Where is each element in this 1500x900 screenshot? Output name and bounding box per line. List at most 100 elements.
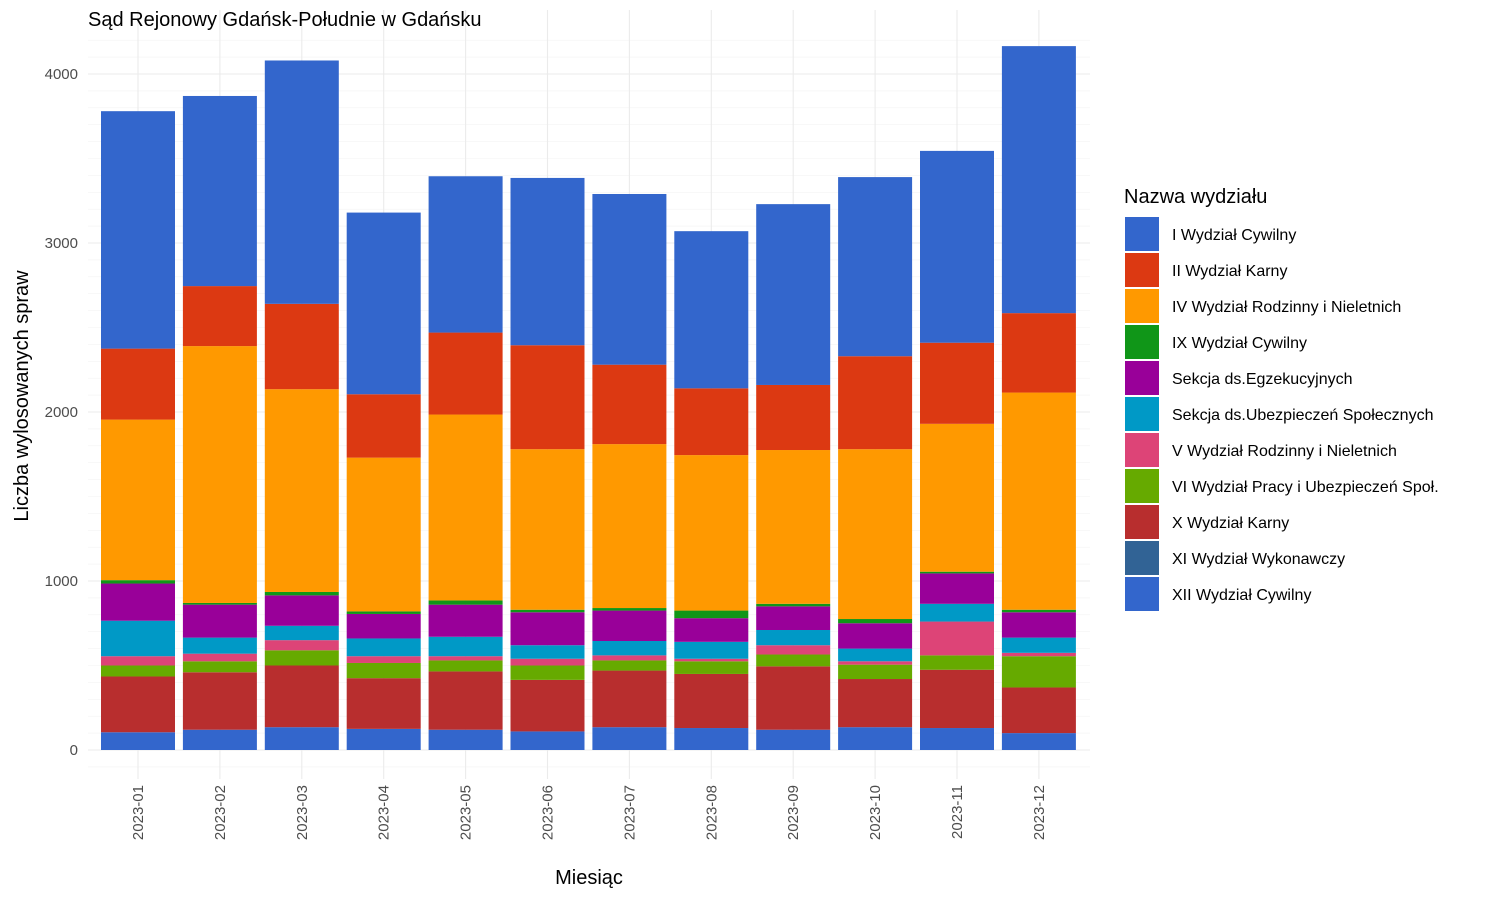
y-tick-label: 2000 — [45, 404, 78, 421]
bar-segment-ii-wydzial-karny-2023-06 — [511, 345, 585, 449]
bars-layer — [101, 46, 1076, 750]
bar-segment-v-wydzial-rodzinny-i-nieletnich-2023-12 — [1002, 653, 1076, 656]
x-tick-label: 2023-06 — [540, 785, 557, 840]
bar-segment-vi-wydzial-pracy-i-ubezpieczen-spol-2023-07 — [592, 660, 666, 670]
legend-label-sekcja-ds-ubezpieczen-spolecznych: Sekcja ds.Ubezpieczeń Społecznych — [1172, 407, 1433, 424]
bar-segment-sekcja-ds-ubezpieczen-spolecznych-2023-10 — [838, 649, 912, 662]
bar-segment-v-wydzial-rodzinny-i-nieletnich-2023-07 — [592, 655, 666, 660]
bar-segment-iv-wydzial-rodzinny-i-nieletnich-2023-09 — [756, 450, 830, 604]
bar-segment-xii-wydzial-cywilny-2023-01 — [101, 732, 175, 750]
legend-key-xii-wydzial-cywilny — [1125, 577, 1159, 611]
x-tick-label: 2023-05 — [458, 785, 475, 840]
x-tick-label: 2023-09 — [785, 785, 802, 840]
bar-segment-sekcja-ds-egzekucyjnych-2023-04 — [347, 614, 421, 639]
legend-key-xi-wydzial-wykonawczy — [1125, 541, 1159, 575]
bar-segment-sekcja-ds-ubezpieczen-spolecznych-2023-12 — [1002, 638, 1076, 653]
bar-segment-sekcja-ds-ubezpieczen-spolecznych-2023-11 — [920, 604, 994, 622]
bar-segment-sekcja-ds-ubezpieczen-spolecznych-2023-01 — [101, 621, 175, 656]
bar-segment-i-wydzial-cywilny-2023-12 — [1002, 46, 1076, 313]
bar-segment-iv-wydzial-rodzinny-i-nieletnich-2023-08 — [674, 455, 748, 610]
bar-segment-ii-wydzial-karny-2023-01 — [101, 349, 175, 420]
bar-segment-xii-wydzial-cywilny-2023-06 — [511, 731, 585, 750]
x-tick-label: 2023-08 — [703, 785, 720, 840]
bar-segment-ix-wydzial-cywilny-2023-07 — [592, 608, 666, 611]
bar-segment-vi-wydzial-pracy-i-ubezpieczen-spol-2023-02 — [183, 661, 257, 672]
legend: Nazwa wydziału I Wydział Cywilny II Wydzi… — [1124, 186, 1439, 611]
bar-segment-x-wydzial-karny-2023-01 — [101, 676, 175, 732]
bar-segment-i-wydzial-cywilny-2023-04 — [347, 213, 421, 395]
bar-segment-ix-wydzial-cywilny-2023-11 — [920, 572, 994, 574]
bar-segment-sekcja-ds-egzekucyjnych-2023-02 — [183, 605, 257, 638]
bar-segment-ii-wydzial-karny-2023-10 — [838, 356, 912, 449]
legend-title: Nazwa wydziału — [1124, 186, 1267, 208]
bar-segment-v-wydzial-rodzinny-i-nieletnich-2023-06 — [511, 659, 585, 666]
bar-segment-ii-wydzial-karny-2023-08 — [674, 388, 748, 455]
legend-key-v-wydzial-rodzinny-i-nieletnich — [1125, 433, 1159, 467]
bar-segment-v-wydzial-rodzinny-i-nieletnich-2023-09 — [756, 645, 830, 654]
bar-segment-iv-wydzial-rodzinny-i-nieletnich-2023-05 — [429, 415, 503, 601]
legend-label-ix-wydzial-cywilny: IX Wydział Cywilny — [1172, 335, 1307, 352]
bar-segment-ii-wydzial-karny-2023-03 — [265, 304, 339, 389]
bar-segment-xii-wydzial-cywilny-2023-03 — [265, 727, 339, 750]
bar-segment-i-wydzial-cywilny-2023-02 — [183, 96, 257, 286]
bar-segment-v-wydzial-rodzinny-i-nieletnich-2023-10 — [838, 661, 912, 664]
bar-segment-v-wydzial-rodzinny-i-nieletnich-2023-04 — [347, 656, 421, 663]
chart-title: Sąd Rejonowy Gdańsk-Południe w Gdańsku — [88, 9, 482, 31]
bar-segment-vi-wydzial-pracy-i-ubezpieczen-spol-2023-04 — [347, 663, 421, 678]
legend-key-sekcja-ds-egzekucyjnych — [1125, 361, 1159, 395]
bar-segment-ix-wydzial-cywilny-2023-09 — [756, 604, 830, 607]
bar-segment-ii-wydzial-karny-2023-02 — [183, 286, 257, 346]
bar-segment-sekcja-ds-egzekucyjnych-2023-05 — [429, 605, 503, 637]
bar-segment-ii-wydzial-karny-2023-07 — [592, 365, 666, 444]
x-tick-label: 2023-07 — [621, 785, 638, 840]
bar-segment-vi-wydzial-pracy-i-ubezpieczen-spol-2023-11 — [920, 655, 994, 669]
bar-segment-vi-wydzial-pracy-i-ubezpieczen-spol-2023-05 — [429, 660, 503, 671]
bar-segment-xii-wydzial-cywilny-2023-08 — [674, 728, 748, 750]
x-tick-label: 2023-11 — [949, 785, 966, 839]
bar-segment-vi-wydzial-pracy-i-ubezpieczen-spol-2023-10 — [838, 665, 912, 679]
bar-segment-iv-wydzial-rodzinny-i-nieletnich-2023-11 — [920, 424, 994, 572]
legend-label-xii-wydzial-cywilny: XII Wydział Cywilny — [1172, 587, 1311, 604]
x-tick-label: 2023-02 — [212, 785, 229, 840]
bar-segment-sekcja-ds-egzekucyjnych-2023-12 — [1002, 612, 1076, 637]
bar-segment-sekcja-ds-ubezpieczen-spolecznych-2023-09 — [756, 630, 830, 645]
legend-label-x-wydzial-karny: X Wydział Karny — [1172, 515, 1289, 532]
bar-segment-x-wydzial-karny-2023-03 — [265, 666, 339, 728]
bar-segment-i-wydzial-cywilny-2023-06 — [511, 178, 585, 345]
bar-segment-ix-wydzial-cywilny-2023-08 — [674, 611, 748, 619]
bar-segment-v-wydzial-rodzinny-i-nieletnich-2023-01 — [101, 656, 175, 665]
bar-segment-sekcja-ds-egzekucyjnych-2023-11 — [920, 573, 994, 603]
bar-segment-x-wydzial-karny-2023-05 — [429, 671, 503, 729]
bar-segment-iv-wydzial-rodzinny-i-nieletnich-2023-01 — [101, 420, 175, 581]
bar-segment-sekcja-ds-ubezpieczen-spolecznych-2023-04 — [347, 638, 421, 656]
bar-segment-iv-wydzial-rodzinny-i-nieletnich-2023-06 — [511, 449, 585, 610]
stacked-bar-chart: 01000200030004000 2023-01 2023-02 2023-03 2… — [0, 0, 1500, 900]
legend-label-sekcja-ds-egzekucyjnych: Sekcja ds.Egzekucyjnych — [1172, 371, 1353, 388]
bar-segment-ix-wydzial-cywilny-2023-04 — [347, 611, 421, 614]
x-tick-label: 2023-04 — [376, 785, 393, 840]
y-tick-label: 0 — [70, 742, 78, 759]
bar-segment-x-wydzial-karny-2023-06 — [511, 680, 585, 732]
bar-segment-vi-wydzial-pracy-i-ubezpieczen-spol-2023-08 — [674, 661, 748, 674]
bar-segment-sekcja-ds-egzekucyjnych-2023-07 — [592, 611, 666, 641]
bar-segment-iv-wydzial-rodzinny-i-nieletnich-2023-10 — [838, 449, 912, 619]
bar-segment-x-wydzial-karny-2023-04 — [347, 678, 421, 729]
bar-segment-ii-wydzial-karny-2023-12 — [1002, 313, 1076, 392]
bar-segment-i-wydzial-cywilny-2023-05 — [429, 176, 503, 332]
bar-segment-ii-wydzial-karny-2023-09 — [756, 385, 830, 450]
bar-segment-i-wydzial-cywilny-2023-07 — [592, 194, 666, 365]
bar-segment-iv-wydzial-rodzinny-i-nieletnich-2023-02 — [183, 346, 257, 603]
legend-key-sekcja-ds-ubezpieczen-spolecznych — [1125, 397, 1159, 431]
bar-segment-ix-wydzial-cywilny-2023-01 — [101, 580, 175, 583]
bar-segment-x-wydzial-karny-2023-12 — [1002, 687, 1076, 733]
bar-segment-sekcja-ds-ubezpieczen-spolecznych-2023-06 — [511, 645, 585, 659]
bar-segment-ii-wydzial-karny-2023-05 — [429, 333, 503, 415]
bar-segment-i-wydzial-cywilny-2023-03 — [265, 60, 339, 303]
bar-segment-sekcja-ds-egzekucyjnych-2023-09 — [756, 606, 830, 630]
bar-segment-i-wydzial-cywilny-2023-11 — [920, 151, 994, 343]
bar-segment-vi-wydzial-pracy-i-ubezpieczen-spol-2023-01 — [101, 666, 175, 677]
bar-segment-ix-wydzial-cywilny-2023-03 — [265, 592, 339, 595]
bar-segment-i-wydzial-cywilny-2023-09 — [756, 204, 830, 385]
legend-label-v-wydzial-rodzinny-i-nieletnich: V Wydział Rodzinny i Nieletnich — [1172, 443, 1397, 460]
bar-segment-sekcja-ds-egzekucyjnych-2023-10 — [838, 623, 912, 648]
